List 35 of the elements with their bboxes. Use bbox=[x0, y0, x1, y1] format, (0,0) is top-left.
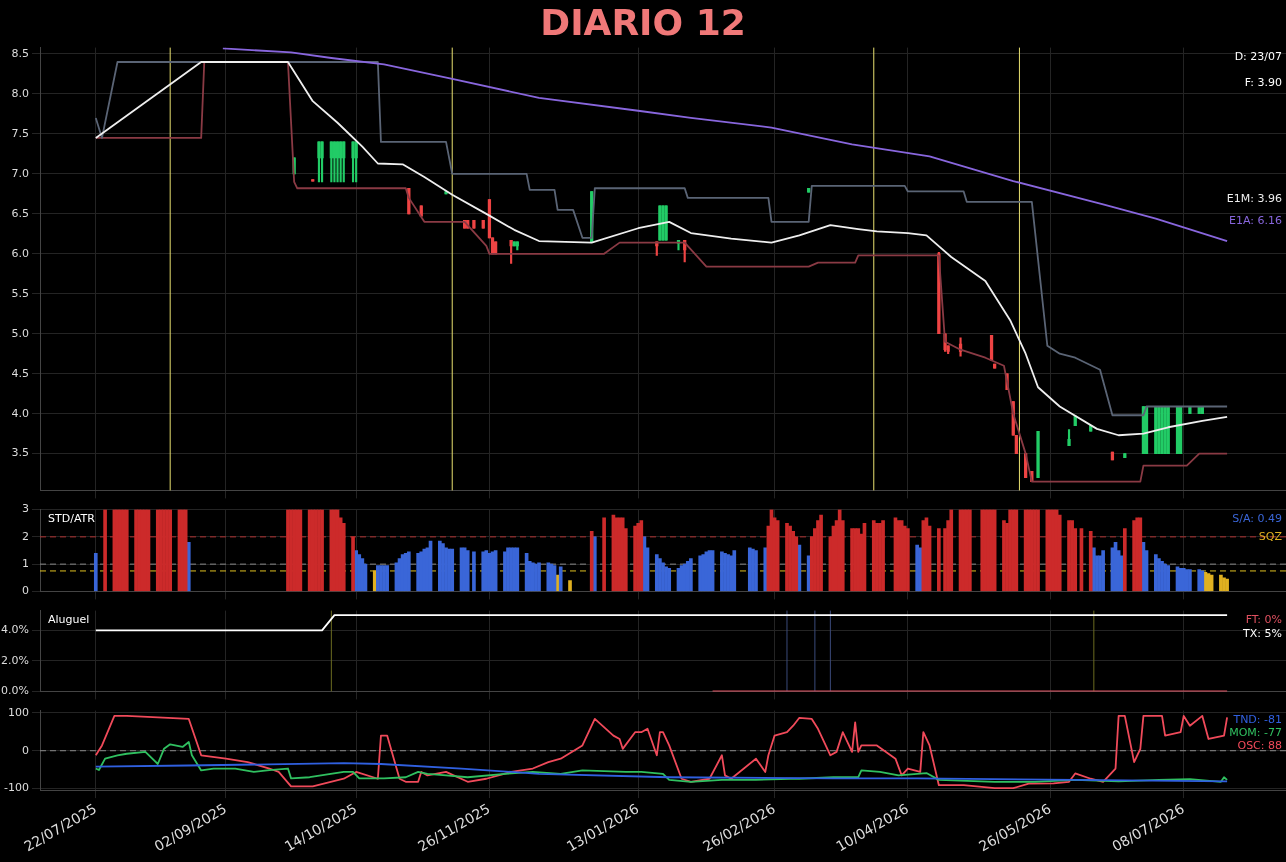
series-label: E1A: 6.16 bbox=[1229, 214, 1282, 228]
y-tick-label: 6.5 bbox=[11, 206, 29, 220]
y-tick-label: 4.0 bbox=[11, 406, 29, 420]
y-tick-label: 3.5 bbox=[11, 446, 29, 460]
text: S/A: 0.49 bbox=[1232, 512, 1282, 526]
annotation: Aluguel bbox=[48, 613, 90, 627]
text: TND: -81 bbox=[1232, 713, 1282, 727]
y-tick-label: 2.0% bbox=[1, 653, 29, 667]
y-tick-label: 4.0% bbox=[1, 623, 29, 637]
y-tick-label: 5.5 bbox=[11, 286, 29, 300]
y-tick-label: 0 bbox=[22, 743, 29, 757]
y-tick-label: 0 bbox=[22, 584, 29, 598]
y-tick-label: -100 bbox=[4, 781, 29, 795]
series-label: TX: 5% bbox=[1242, 627, 1282, 641]
text: FT: 0% bbox=[1245, 613, 1282, 627]
series-label: OSC: 88 bbox=[1237, 739, 1282, 753]
y-tick-label: 5.0 bbox=[11, 326, 29, 340]
y-tick-label: 1 bbox=[22, 556, 29, 570]
y-tick-label: 3 bbox=[22, 502, 29, 516]
annotation: D: 23/07 bbox=[1234, 50, 1282, 64]
y-tick-label: 7.5 bbox=[11, 126, 29, 140]
y-tick-label: 4.5 bbox=[11, 366, 29, 380]
y-tick-label: 100 bbox=[8, 705, 29, 719]
y-tick-label: 7.0 bbox=[11, 166, 29, 180]
y-tick-label: 2 bbox=[22, 529, 29, 543]
text: E1M: 3.96 bbox=[1226, 192, 1282, 206]
y-tick-label: 8.5 bbox=[11, 46, 29, 60]
text: SQZ bbox=[1258, 530, 1283, 544]
text: MOM: -77 bbox=[1229, 726, 1282, 740]
annotation: F: 3.90 bbox=[1244, 76, 1282, 90]
y-tick-label: 0.0% bbox=[1, 684, 29, 698]
y-tick-label: 6.0 bbox=[11, 246, 29, 260]
annotation: STD/ATR bbox=[48, 512, 96, 526]
y-tick-label: 8.0 bbox=[11, 86, 29, 100]
chart-title: DIARIO 12 bbox=[539, 2, 747, 43]
